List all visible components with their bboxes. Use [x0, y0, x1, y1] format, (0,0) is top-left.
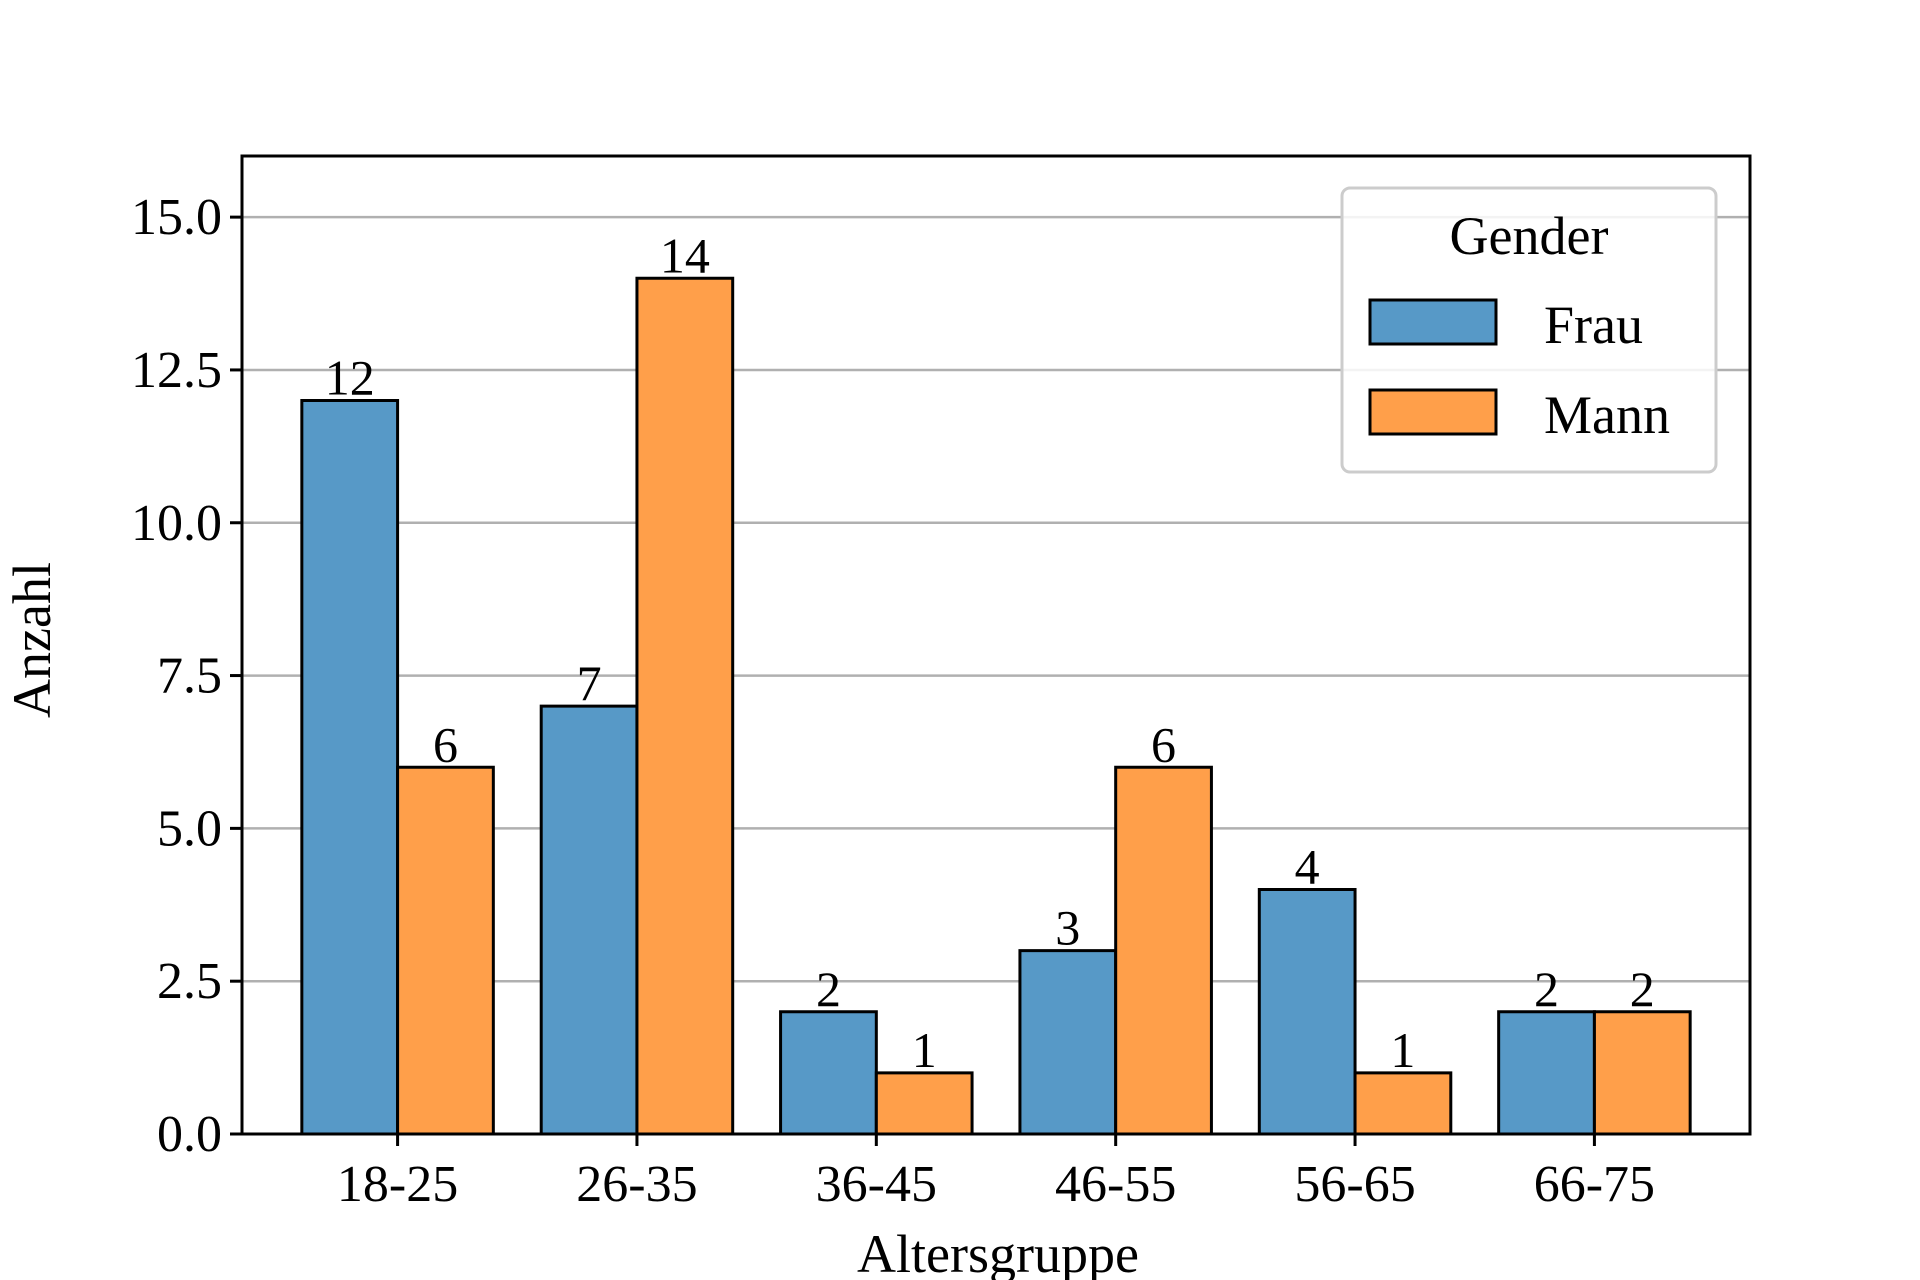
bar-value-label: 1: [1390, 1022, 1415, 1078]
y-tick-label: 2.5: [157, 953, 222, 1010]
bar-frau-18-25: [300, 399, 400, 1136]
bar-value-label: 6: [1151, 716, 1176, 772]
plot-frame: [240, 154, 1752, 1136]
bar-mann-66-75: [1592, 1010, 1692, 1136]
bar-frau-56-65: [1257, 888, 1357, 1136]
legend-swatch-frau: [1368, 298, 1498, 346]
x-tick-label: 18-25: [337, 1156, 458, 1213]
legend: Gender Frau Mann: [1340, 186, 1718, 474]
bar-value-label: 2: [1630, 961, 1655, 1017]
y-tick-label: 0.0: [157, 1106, 222, 1163]
bar-value-label: 7: [577, 655, 602, 711]
x-axis-label: Altersgruppe: [857, 1224, 1139, 1280]
bar-value-label: 14: [660, 227, 710, 283]
bar-value-label: 3: [1055, 900, 1080, 956]
x-tick-label: 46-55: [1055, 1156, 1176, 1213]
bar-frau-26-35: [539, 704, 639, 1136]
y-tick-label: 12.5: [131, 342, 222, 399]
y-tick-label: 10.0: [131, 495, 222, 552]
legend-swatch-mann: [1368, 388, 1498, 436]
bar-frau-46-55: [1018, 949, 1118, 1136]
y-tick-label: 7.5: [157, 648, 222, 705]
bar-mann-36-45: [874, 1071, 974, 1136]
x-tick-label: 56-65: [1294, 1156, 1415, 1213]
bar-mann-26-35: [635, 276, 735, 1136]
bars: [300, 276, 1692, 1136]
axes: 0.0 2.5 5.0 7.5 10.0 12.5 15.0 18-25 26-35 36-45 4…: [131, 154, 1752, 1213]
bar-mann-56-65: [1353, 1071, 1453, 1136]
bar-mann-46-55: [1114, 765, 1213, 1136]
x-tick-label: 66-75: [1534, 1156, 1655, 1213]
y-tick-label: 5.0: [157, 800, 222, 857]
bar-frau-66-75: [1497, 1010, 1596, 1136]
x-tick-label: 26-35: [576, 1156, 697, 1213]
x-tick-label: 36-45: [816, 1156, 937, 1213]
bar-mann-18-25: [396, 765, 495, 1136]
bar-value-label: 1: [912, 1022, 937, 1078]
legend-label-frau: Frau: [1544, 295, 1643, 355]
bar-value-label: 6: [433, 716, 458, 772]
bar-value-label: 4: [1295, 839, 1320, 895]
bar-value-label: 2: [1534, 961, 1559, 1017]
bar-frau-36-45: [779, 1010, 878, 1136]
bar-value-label: 12: [325, 350, 375, 406]
y-axis-label: Anzahl: [2, 562, 62, 718]
bar-value-label: 2: [816, 961, 841, 1017]
y-tick-label: 15.0: [131, 189, 222, 246]
legend-label-mann: Mann: [1544, 385, 1670, 445]
legend-title: Gender: [1450, 206, 1609, 266]
